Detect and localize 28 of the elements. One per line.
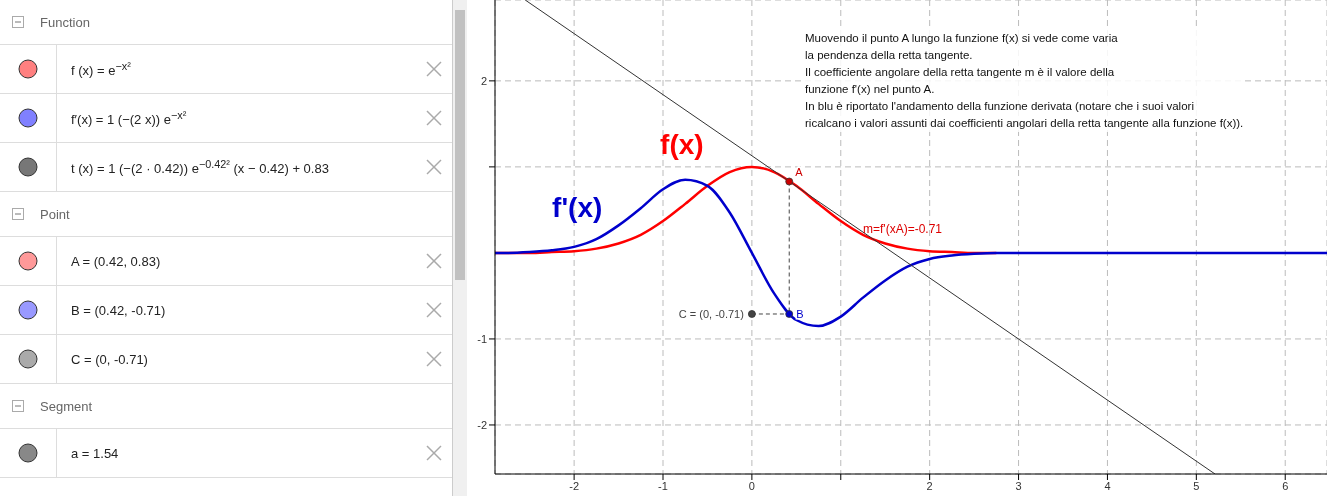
annotation: m=f'(xA)=-0.71 (863, 222, 942, 236)
x-tick-label: 4 (1104, 479, 1111, 492)
text: f′(x) = 1 (−(2 x)) e$^{−x²}$ (71, 108, 188, 128)
x-tick-label: -1 (658, 479, 668, 492)
x-tick-label: -2 (569, 479, 579, 492)
series-label: B (796, 307, 804, 320)
text: f (x) = e$^{−x²}$ (71, 59, 132, 79)
text: C = (0, -0.71) (71, 351, 149, 367)
text: A = (0.42, 0.83) (71, 253, 162, 269)
y-tick-label: -1 (477, 332, 487, 345)
y-tick-label: -2 (477, 418, 487, 431)
text: Function (40, 14, 90, 30)
x-tick-label: 5 (1193, 479, 1200, 492)
text: t (x) = 1 (−(2 · 0.42)) e$^{−0.42²}$ (x − 0.42) + 0.83 (71, 157, 330, 177)
text: a = 1.54 (71, 445, 120, 461)
text: Point (40, 206, 70, 222)
text: B = (0.42, -0.71) (71, 302, 167, 318)
y-tick-label: 2 (480, 74, 487, 87)
annotation: Muovendo il punto A lungo la funzione f(x) si vede come varia la pendenza della retta tangente. Il coefficiente angolare della retta tangente m è il valore della funzione f'(x) nel punto A. In blu è riportato l'andamento della funzione derivata (notare che i suoi valori ricalcano i valori assunti dai coefficienti angolari della retta tangente alla funzione f(x)). (805, 30, 1244, 132)
series-label: f(x) (660, 128, 704, 160)
text: Segment (40, 398, 93, 414)
x-tick-label: 6 (1282, 479, 1289, 492)
series-label: f'(x) (552, 191, 603, 223)
series-label: C = (0, -0.71) (678, 307, 744, 320)
x-tick-label: 3 (1015, 479, 1022, 492)
x-tick-label: 2 (926, 479, 933, 492)
series-label: A (795, 165, 804, 178)
x-tick-label: 0 (748, 479, 755, 492)
